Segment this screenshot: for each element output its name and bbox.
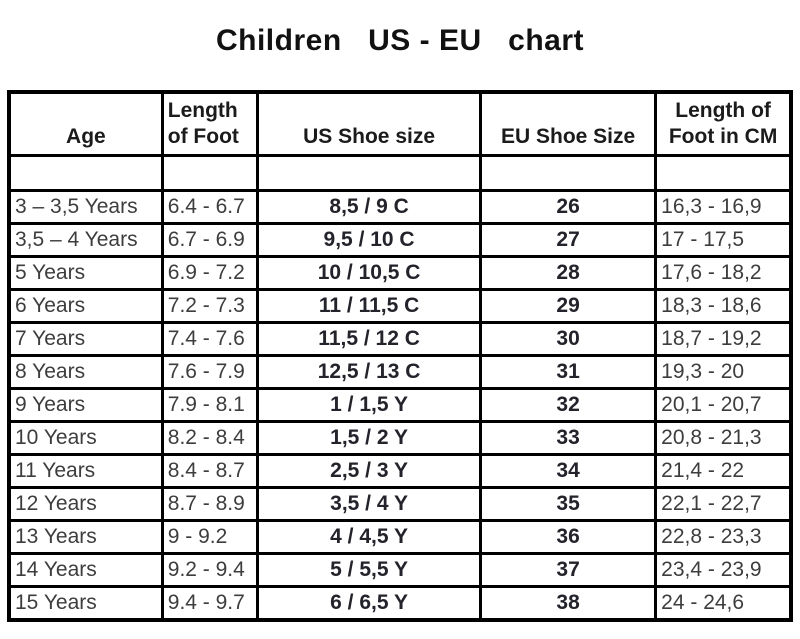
cell-age: 9 Years	[7, 387, 164, 423]
table-row: 15 Years 9.4 - 9.7 6 / 6,5 Y 38 24 - 24,6	[7, 585, 793, 622]
table-row: 14 Years 9.2 - 9.4 5 / 5,5 Y 37 23,4 - 23,9	[7, 552, 793, 588]
cell-eu-shoe-size: 31	[479, 354, 658, 390]
spacer-cell	[7, 154, 164, 192]
page-title: Children US - EU chart	[215, 24, 585, 57]
cell-age: 3 – 3,5 Years	[7, 189, 164, 225]
table-row: 9 Years 7.9 - 8.1 1 / 1,5 Y 32 20,1 - 20,7	[7, 387, 793, 423]
cell-us-shoe-size: 1,5 / 2 Y	[256, 420, 483, 456]
cell-length-of-foot: 8.7 - 8.9	[160, 486, 260, 522]
cell-eu-shoe-size: 32	[479, 387, 658, 423]
cell-length-cm: 18,7 - 19,2	[654, 321, 793, 357]
table-row: 3 – 3,5 Years 6.4 - 6.7 8,5 / 9 C 26 16,3 - …	[7, 189, 793, 225]
cell-eu-shoe-size: 26	[479, 189, 658, 225]
cell-length-of-foot: 9.2 - 9.4	[160, 552, 260, 588]
cell-eu-shoe-size: 35	[479, 486, 658, 522]
cell-eu-shoe-size: 28	[479, 255, 658, 291]
cell-age: 7 Years	[7, 321, 164, 357]
cell-age: 3,5 – 4 Years	[7, 222, 164, 258]
cell-us-shoe-size: 9,5 / 10 C	[256, 222, 483, 258]
cell-us-shoe-size: 12,5 / 13 C	[256, 354, 483, 390]
spacer-row	[7, 154, 793, 192]
cell-us-shoe-size: 2,5 / 3 Y	[256, 453, 483, 489]
column-header-length-cm: Length of Foot in CM	[654, 90, 793, 157]
cell-length-cm: 20,1 - 20,7	[654, 387, 793, 423]
table-row: 11 Years 8.4 - 8.7 2,5 / 3 Y 34 21,4 - 22	[7, 453, 793, 489]
spacer-cell	[654, 154, 793, 192]
spacer-cell	[256, 154, 483, 192]
cell-age: 15 Years	[7, 585, 164, 622]
table-row: 7 Years 7.4 - 7.6 11,5 / 12 C 30 18,7 - 19,2	[7, 321, 793, 357]
cell-length-cm: 19,3 - 20	[654, 354, 793, 390]
spacer-cell	[160, 154, 260, 192]
cell-length-cm: 22,8 - 23,3	[654, 519, 793, 555]
table-row: 3,5 – 4 Years 6.7 - 6.9 9,5 / 10 C 27 17 - 1…	[7, 222, 793, 258]
cell-length-of-foot: 8.4 - 8.7	[160, 453, 260, 489]
cell-length-cm: 17,6 - 18,2	[654, 255, 793, 291]
header-row: Age Length of Foot US Shoe size EU Shoe …	[7, 90, 793, 157]
cell-length-cm: 18,3 - 18,6	[654, 288, 793, 324]
column-header-age: Age	[7, 90, 164, 157]
cell-length-cm: 17 - 17,5	[654, 222, 793, 258]
cell-age: 12 Years	[7, 486, 164, 522]
cell-age: 8 Years	[7, 354, 164, 390]
cell-age: 6 Years	[7, 288, 164, 324]
table-row: 6 Years 7.2 - 7.3 11 / 11,5 C 29 18,3 - 18,6	[7, 288, 793, 324]
cell-us-shoe-size: 8,5 / 9 C	[256, 189, 483, 225]
cell-eu-shoe-size: 29	[479, 288, 658, 324]
cell-age: 13 Years	[7, 519, 164, 555]
cell-length-of-foot: 6.4 - 6.7	[160, 189, 260, 225]
cell-length-of-foot: 7.9 - 8.1	[160, 387, 260, 423]
cell-length-of-foot: 9.4 - 9.7	[160, 585, 260, 622]
size-conversion-table: Age Length of Foot US Shoe size EU Shoe …	[7, 90, 793, 622]
cell-age: 14 Years	[7, 552, 164, 588]
cell-length-of-foot: 9 - 9.2	[160, 519, 260, 555]
cell-eu-shoe-size: 27	[479, 222, 658, 258]
table-row: 10 Years 8.2 - 8.4 1,5 / 2 Y 33 20,8 - 21,3	[7, 420, 793, 456]
column-header-length-of-foot: Length of Foot	[160, 90, 260, 157]
cell-us-shoe-size: 5 / 5,5 Y	[256, 552, 483, 588]
column-header-us-shoe-size: US Shoe size	[256, 90, 483, 157]
cell-us-shoe-size: 10 / 10,5 C	[256, 255, 483, 291]
cell-length-cm: 21,4 - 22	[654, 453, 793, 489]
spacer-cell	[479, 154, 658, 192]
cell-length-cm: 23,4 - 23,9	[654, 552, 793, 588]
cell-length-cm: 20,8 - 21,3	[654, 420, 793, 456]
table-row: 13 Years 9 - 9.2 4 / 4,5 Y 36 22,8 - 23,3	[7, 519, 793, 555]
cell-age: 10 Years	[7, 420, 164, 456]
cell-length-of-foot: 6.7 - 6.9	[160, 222, 260, 258]
cell-length-cm: 24 - 24,6	[654, 585, 793, 622]
cell-eu-shoe-size: 38	[479, 585, 658, 622]
cell-us-shoe-size: 1 / 1,5 Y	[256, 387, 483, 423]
table-row: 8 Years 7.6 - 7.9 12,5 / 13 C 31 19,3 - 20	[7, 354, 793, 390]
cell-length-cm: 16,3 - 16,9	[654, 189, 793, 225]
cell-eu-shoe-size: 30	[479, 321, 658, 357]
cell-us-shoe-size: 6 / 6,5 Y	[256, 585, 483, 622]
cell-age: 11 Years	[7, 453, 164, 489]
cell-length-of-foot: 8.2 - 8.4	[160, 420, 260, 456]
cell-length-of-foot: 6.9 - 7.2	[160, 255, 260, 291]
cell-length-of-foot: 7.6 - 7.9	[160, 354, 260, 390]
cell-us-shoe-size: 4 / 4,5 Y	[256, 519, 483, 555]
cell-length-cm: 22,1 - 22,7	[654, 486, 793, 522]
cell-eu-shoe-size: 37	[479, 552, 658, 588]
cell-eu-shoe-size: 36	[479, 519, 658, 555]
cell-eu-shoe-size: 33	[479, 420, 658, 456]
cell-us-shoe-size: 11 / 11,5 C	[256, 288, 483, 324]
column-header-eu-shoe-size: EU Shoe Size	[479, 90, 658, 157]
cell-age: 5 Years	[7, 255, 164, 291]
table-row: 12 Years 8.7 - 8.9 3,5 / 4 Y 35 22,1 - 22,7	[7, 486, 793, 522]
cell-length-of-foot: 7.4 - 7.6	[160, 321, 260, 357]
cell-us-shoe-size: 3,5 / 4 Y	[256, 486, 483, 522]
table-row: 5 Years 6.9 - 7.2 10 / 10,5 C 28 17,6 - 18,2	[7, 255, 793, 291]
cell-us-shoe-size: 11,5 / 12 C	[256, 321, 483, 357]
cell-length-of-foot: 7.2 - 7.3	[160, 288, 260, 324]
cell-eu-shoe-size: 34	[479, 453, 658, 489]
